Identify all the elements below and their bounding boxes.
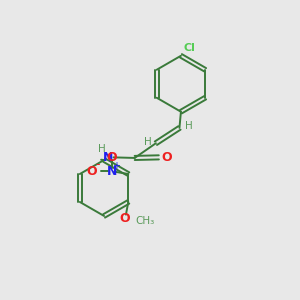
- Text: H: H: [98, 144, 106, 154]
- Text: Cl: Cl: [183, 44, 195, 53]
- Text: O: O: [161, 151, 172, 164]
- Text: N: N: [106, 165, 117, 178]
- Text: H: H: [144, 137, 152, 147]
- Text: H: H: [185, 122, 193, 131]
- Text: CH₃: CH₃: [135, 215, 154, 226]
- Text: +: +: [112, 161, 120, 171]
- Text: N: N: [103, 151, 113, 164]
- Text: O: O: [119, 212, 130, 225]
- Text: O: O: [87, 165, 98, 178]
- Text: -: -: [95, 158, 100, 171]
- Text: O: O: [106, 151, 117, 164]
